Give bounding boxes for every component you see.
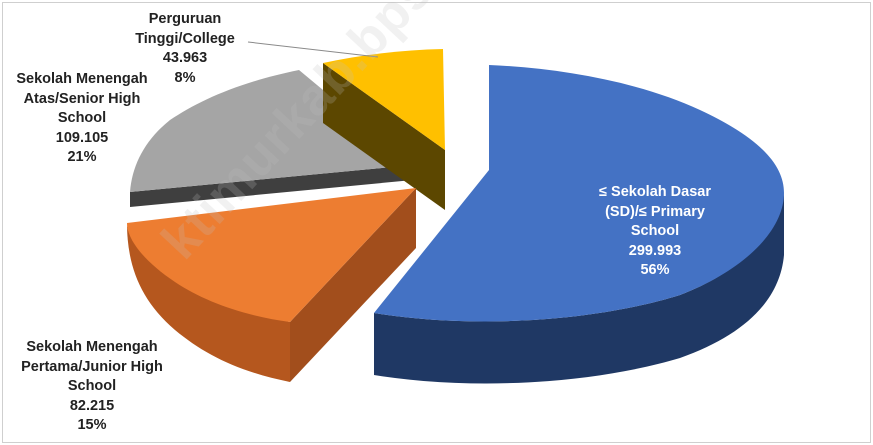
label-primary-percent: 56% (580, 261, 730, 281)
label-senior-high-value: 109.105 (6, 129, 158, 149)
label-primary: ≤ Sekolah Dasar (SD)/≤ Primary School 29… (580, 183, 730, 281)
label-college-line2: Tinggi/College (120, 30, 250, 50)
label-junior-high-percent: 15% (6, 416, 178, 436)
label-college-line1: Perguruan (120, 10, 250, 30)
label-senior-high-line3: School (6, 109, 158, 129)
label-junior-high-line3: School (6, 377, 178, 397)
label-primary-line3: School (580, 222, 730, 242)
label-senior-high-percent: 21% (6, 148, 158, 168)
label-primary-line2: (SD)/≤ Primary (580, 203, 730, 223)
label-senior-high-line1: Sekolah Menengah (6, 70, 158, 90)
label-junior-high-line2: Pertama/Junior High (6, 358, 178, 378)
label-junior-high-value: 82.215 (6, 397, 178, 417)
label-senior-high-line2: Atas/Senior High (6, 90, 158, 110)
label-primary-value: 299.993 (580, 242, 730, 262)
label-senior-high: Sekolah Menengah Atas/Senior High School… (6, 70, 158, 168)
label-junior-high: Sekolah Menengah Pertama/Junior High Sch… (6, 338, 178, 436)
label-primary-line1: ≤ Sekolah Dasar (580, 183, 730, 203)
label-college-value: 43.963 (120, 49, 250, 69)
label-junior-high-line1: Sekolah Menengah (6, 338, 178, 358)
